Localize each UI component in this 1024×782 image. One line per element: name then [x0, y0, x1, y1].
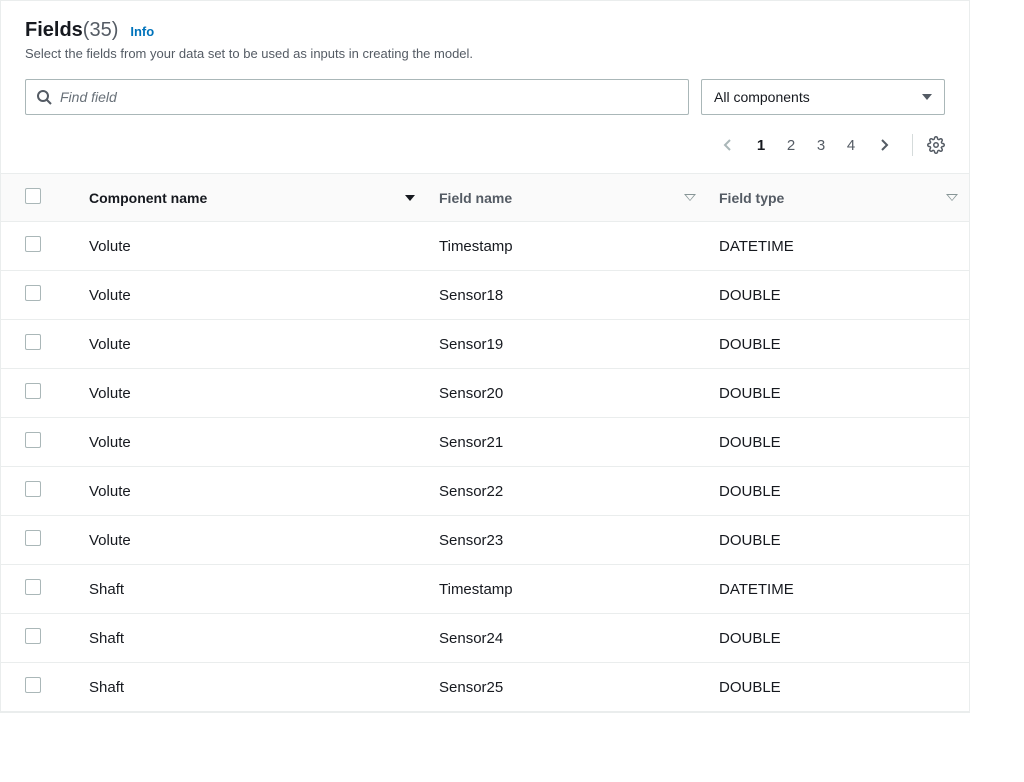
column-label: Field type — [719, 190, 784, 206]
panel-header: Fields(35) Info Select the fields from y… — [1, 1, 969, 73]
cell-field: Sensor22 — [427, 467, 707, 516]
title-text: Fields — [25, 19, 83, 41]
cell-type: DATETIME — [707, 565, 969, 614]
chevron-right-icon — [879, 138, 889, 152]
table-row: VoluteSensor21DOUBLE — [1, 418, 969, 467]
page-number[interactable]: 1 — [750, 137, 772, 154]
table-row: ShaftSensor25DOUBLE — [1, 663, 969, 712]
component-filter-label: All components — [714, 89, 810, 105]
cell-type: DOUBLE — [707, 467, 969, 516]
table-row: ShaftSensor24DOUBLE — [1, 614, 969, 663]
cell-field: Timestamp — [427, 565, 707, 614]
controls-row: All components — [1, 73, 969, 121]
cell-field: Sensor18 — [427, 271, 707, 320]
cell-field: Sensor24 — [427, 614, 707, 663]
column-header-type[interactable]: Field type — [707, 174, 969, 222]
cell-component: Volute — [57, 222, 427, 271]
row-checkbox[interactable] — [25, 481, 41, 497]
cell-component: Shaft — [57, 663, 427, 712]
cell-component: Volute — [57, 467, 427, 516]
cell-component: Volute — [57, 271, 427, 320]
cell-component: Shaft — [57, 614, 427, 663]
row-checkbox[interactable] — [25, 285, 41, 301]
cell-field: Timestamp — [427, 222, 707, 271]
select-all-header — [1, 174, 57, 222]
cell-component: Volute — [57, 320, 427, 369]
page-next-button[interactable] — [870, 131, 898, 159]
divider — [912, 134, 913, 156]
row-checkbox[interactable] — [25, 530, 41, 546]
table-row: ShaftTimestampDATETIME — [1, 565, 969, 614]
sort-desc-icon — [405, 195, 415, 201]
search-icon — [36, 89, 52, 105]
chevron-down-icon — [922, 94, 932, 100]
table-row: VoluteSensor18DOUBLE — [1, 271, 969, 320]
settings-button[interactable] — [927, 136, 945, 154]
cell-type: DOUBLE — [707, 663, 969, 712]
table-row: VoluteSensor19DOUBLE — [1, 320, 969, 369]
cell-field: Sensor20 — [427, 369, 707, 418]
gear-icon — [927, 136, 945, 154]
sort-icon — [685, 195, 695, 201]
select-all-checkbox[interactable] — [25, 188, 41, 204]
cell-component: Shaft — [57, 565, 427, 614]
chevron-left-icon — [723, 138, 733, 152]
cell-field: Sensor25 — [427, 663, 707, 712]
page-prev-button[interactable] — [714, 131, 742, 159]
row-checkbox[interactable] — [25, 432, 41, 448]
row-checkbox[interactable] — [25, 677, 41, 693]
cell-type: DOUBLE — [707, 516, 969, 565]
info-link[interactable]: Info — [130, 24, 154, 39]
row-checkbox[interactable] — [25, 628, 41, 644]
table-row: VoluteSensor23DOUBLE — [1, 516, 969, 565]
cell-type: DOUBLE — [707, 369, 969, 418]
cell-field: Sensor19 — [427, 320, 707, 369]
page-number[interactable]: 4 — [840, 137, 862, 154]
cell-type: DATETIME — [707, 222, 969, 271]
cell-type: DOUBLE — [707, 614, 969, 663]
cell-type: DOUBLE — [707, 320, 969, 369]
column-label: Field name — [439, 190, 512, 206]
panel-title: Fields(35) — [25, 19, 118, 42]
fields-panel: Fields(35) Info Select the fields from y… — [0, 0, 970, 713]
fields-table: Component name Field name Field type — [1, 173, 969, 712]
table-row: VoluteSensor22DOUBLE — [1, 467, 969, 516]
pagination: 1 2 3 4 — [1, 121, 969, 173]
cell-field: Sensor21 — [427, 418, 707, 467]
search-field[interactable] — [25, 79, 689, 115]
cell-component: Volute — [57, 418, 427, 467]
page-number[interactable]: 2 — [780, 137, 802, 154]
row-checkbox[interactable] — [25, 334, 41, 350]
cell-type: DOUBLE — [707, 418, 969, 467]
cell-component: Volute — [57, 369, 427, 418]
column-label: Component name — [89, 190, 207, 206]
sort-icon — [947, 195, 957, 201]
panel-subtitle: Select the fields from your data set to … — [25, 46, 945, 61]
row-checkbox[interactable] — [25, 383, 41, 399]
row-checkbox[interactable] — [25, 579, 41, 595]
table-row: VoluteTimestampDATETIME — [1, 222, 969, 271]
component-filter-select[interactable]: All components — [701, 79, 945, 115]
cell-field: Sensor23 — [427, 516, 707, 565]
column-header-component[interactable]: Component name — [57, 174, 427, 222]
column-header-field[interactable]: Field name — [427, 174, 707, 222]
table-row: VoluteSensor20DOUBLE — [1, 369, 969, 418]
title-count: (35) — [83, 19, 119, 41]
row-checkbox[interactable] — [25, 236, 41, 252]
cell-component: Volute — [57, 516, 427, 565]
page-number[interactable]: 3 — [810, 137, 832, 154]
search-input[interactable] — [60, 89, 678, 105]
cell-type: DOUBLE — [707, 271, 969, 320]
